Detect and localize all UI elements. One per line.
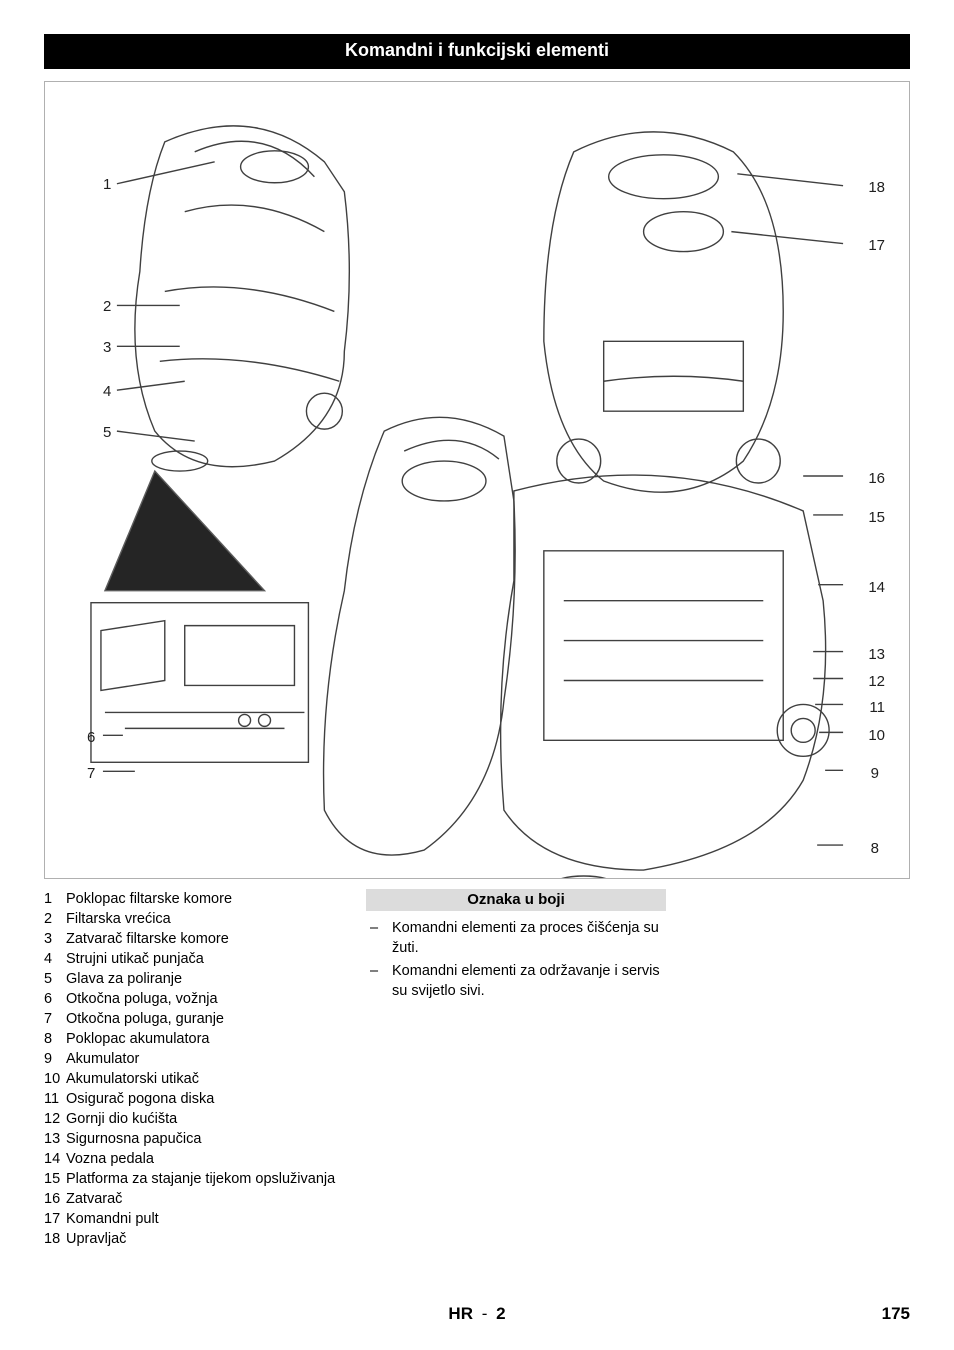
page-footer: HR - 2 175 — [0, 1304, 954, 1324]
diagram-svg — [45, 82, 909, 878]
legend-item: 9Akumulator — [44, 1049, 344, 1069]
section-title: Komandni i funkcijski elementi — [44, 34, 910, 69]
callout-10: 10 — [868, 727, 885, 744]
legend-item: 17Komandni pult — [44, 1209, 344, 1229]
legend-item: 3Zatvarač filtarske komore — [44, 929, 344, 949]
color-note-list: –Komandni elementi za proces čišćenja su… — [366, 919, 666, 1001]
callout-7: 7 — [87, 765, 95, 782]
legend-item: 4Strujni utikač punjača — [44, 949, 344, 969]
parts-diagram: 1 2 3 4 5 6 7 18 17 16 15 14 13 12 11 10… — [44, 81, 910, 879]
callout-8: 8 — [871, 840, 879, 857]
legend-item: 6Otkočna poluga, vožnja — [44, 989, 344, 1009]
legend-item: 13Sigurnosna papučica — [44, 1129, 344, 1149]
color-note-heading: Oznaka u boji — [366, 889, 666, 911]
legend-item: 8Poklopac akumulatora — [44, 1029, 344, 1049]
callout-18: 18 — [868, 179, 885, 196]
legend-item: 7Otkočna poluga, guranje — [44, 1009, 344, 1029]
footer-global-page: 175 — [882, 1304, 910, 1324]
callout-3: 3 — [103, 339, 111, 356]
legend-item: 16Zatvarač — [44, 1189, 344, 1209]
callout-5: 5 — [103, 424, 111, 441]
color-note-item: –Komandni elementi za održavanje i servi… — [366, 962, 666, 1001]
callout-6: 6 — [87, 729, 95, 746]
legend-item: 5Glava za poliranje — [44, 969, 344, 989]
legend-item: 15Platforma za stajanje tijekom opsluživ… — [44, 1169, 344, 1189]
footer-sep: - — [482, 1304, 488, 1323]
legend-item: 12Gornji dio kućišta — [44, 1109, 344, 1129]
callout-14: 14 — [868, 579, 885, 596]
callout-2: 2 — [103, 298, 111, 315]
callout-15: 15 — [868, 509, 885, 526]
footer-local-page: 2 — [496, 1304, 505, 1323]
legend-item: 11Osigurač pogona diska — [44, 1089, 344, 1109]
footer-lang: HR — [448, 1304, 473, 1323]
parts-legend: 1Poklopac filtarske komore 2Filtarska vr… — [44, 889, 344, 1249]
callout-16: 16 — [868, 470, 885, 487]
color-note-item: –Komandni elementi za proces čišćenja su… — [366, 919, 666, 958]
callout-11: 11 — [869, 699, 885, 716]
callout-13: 13 — [868, 646, 885, 663]
callout-9: 9 — [871, 765, 879, 782]
legend-item: 1Poklopac filtarske komore — [44, 889, 344, 909]
legend-item: 18Upravljač — [44, 1229, 344, 1249]
legend-item: 2Filtarska vrećica — [44, 909, 344, 929]
legend-item: 10Akumulatorski utikač — [44, 1069, 344, 1089]
callout-12: 12 — [868, 673, 885, 690]
callout-17: 17 — [868, 237, 885, 254]
legend-item: 14Vozna pedala — [44, 1149, 344, 1169]
callout-4: 4 — [103, 383, 111, 400]
callout-1: 1 — [103, 176, 111, 193]
